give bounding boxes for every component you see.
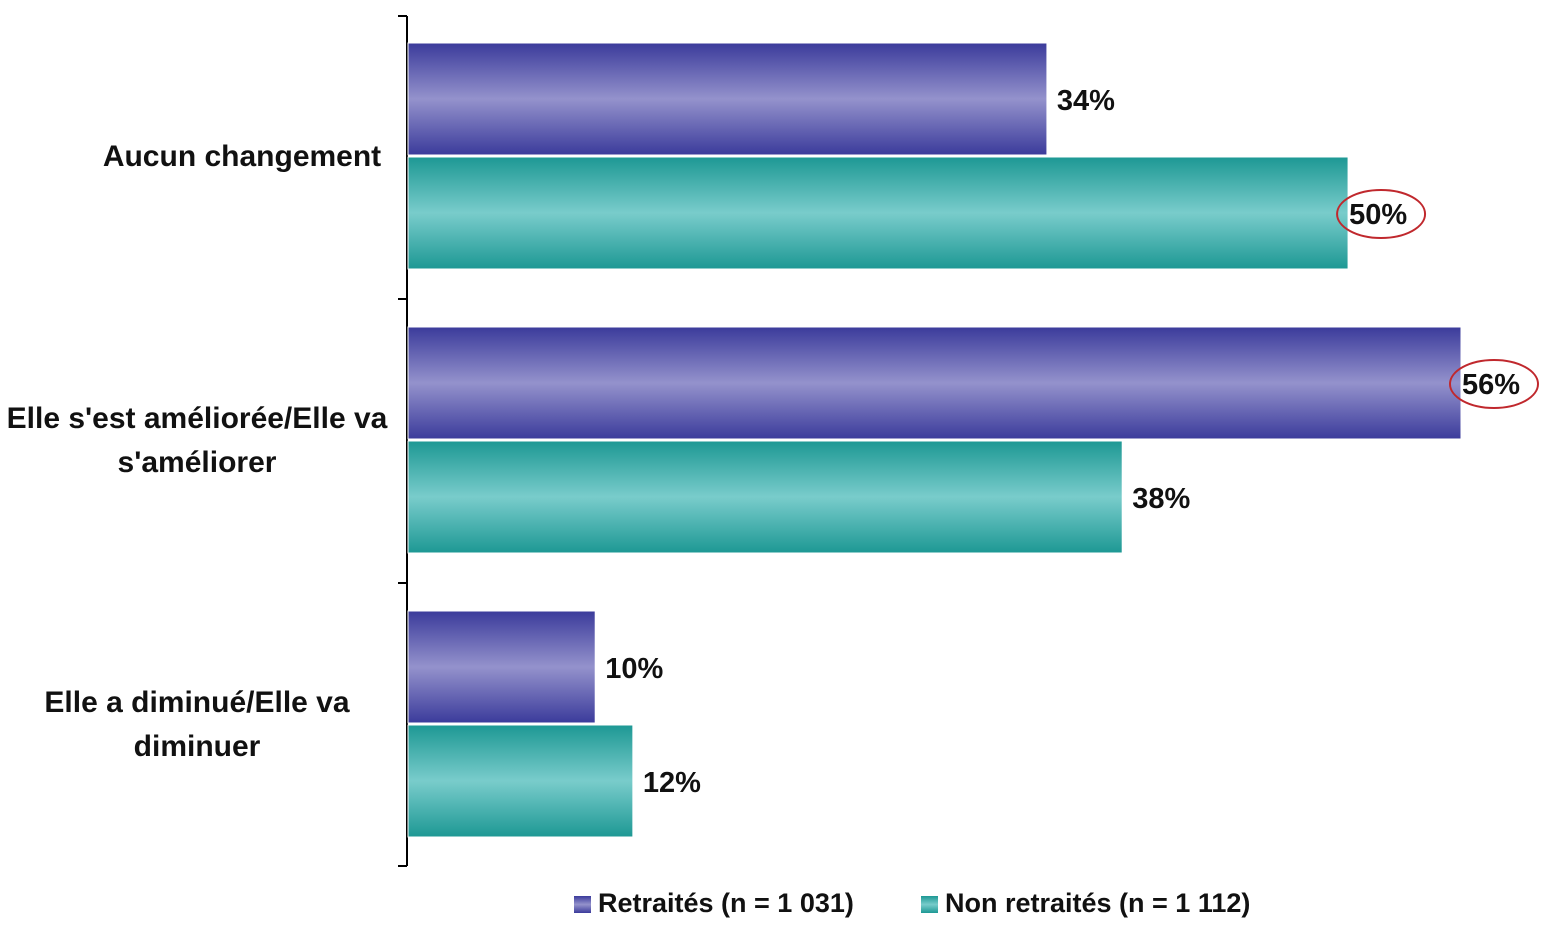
legend-swatch [574, 896, 591, 913]
value-label: 56% [1462, 369, 1520, 401]
legend-swatch [921, 896, 938, 913]
value-label: 50% [1349, 199, 1407, 231]
labels-layer: Aucun changement Elle s'est améliorée/Ell… [7, 85, 1539, 799]
legend-label: Retraités (n = 1 031) [598, 888, 854, 918]
bar-non-retraites [407, 440, 1123, 554]
bar-non-retraites [407, 724, 634, 838]
value-label: 34% [1057, 85, 1115, 117]
bars-layer [407, 42, 1462, 838]
highlight-circle [1336, 189, 1427, 239]
legend-label: Non retraités (n = 1 112) [945, 888, 1250, 918]
bar-retraites [407, 326, 1462, 440]
highlight-circle [1449, 359, 1539, 409]
category-label: Elle a diminué/Elle va diminuer [44, 686, 349, 763]
legend: Retraités (n = 1 031) Non retraités (n = … [574, 888, 1250, 918]
category-label: Aucun changement [103, 140, 381, 173]
axis-layer [398, 15, 408, 867]
category-label: Elle s'est améliorée/Elle va s'améliorer [7, 402, 388, 479]
value-label: 38% [1132, 483, 1190, 515]
value-label: 10% [605, 653, 663, 685]
bar-retraites [407, 610, 596, 724]
bar-non-retraites [407, 156, 1349, 270]
value-label: 12% [643, 767, 701, 799]
bar-retraites [407, 42, 1048, 156]
